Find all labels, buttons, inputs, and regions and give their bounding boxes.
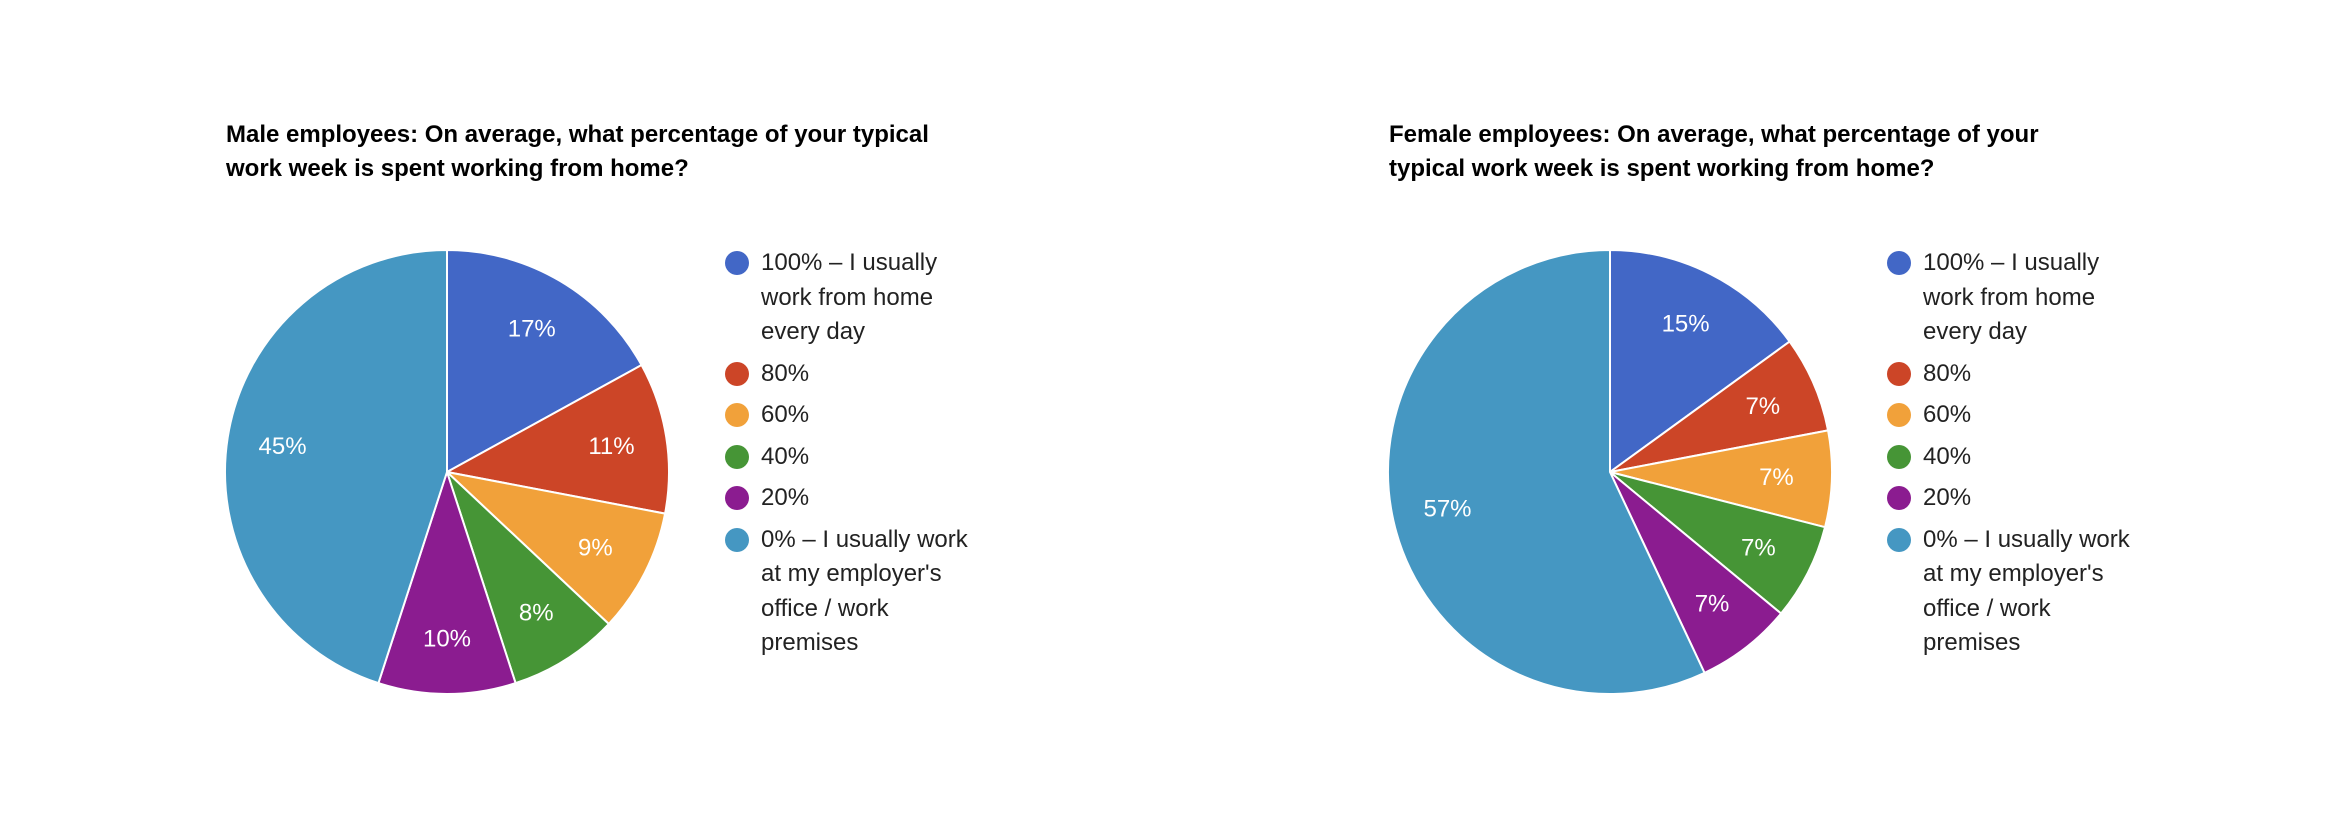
legend-label: 0% – I usually work at my employer's off… — [761, 525, 968, 657]
legend-label: 100% – I usually work from home every da… — [1923, 249, 2100, 345]
legend-swatch-icon — [725, 486, 749, 510]
pie-slice[interactable] — [444, 363, 670, 515]
legend-swatch-icon — [725, 361, 749, 386]
slice-data-label: 10% — [423, 626, 471, 653]
slice-data-label: 57% — [1423, 495, 1471, 522]
slice-data-label: 11% — [588, 433, 634, 460]
legend-label: 80% — [761, 359, 810, 387]
male-pie-chart: Male employees: On average, what percent… — [224, 121, 985, 696]
legend-label: 40% — [1923, 442, 1972, 470]
female-pie-chart: Female employees: On average, what perce… — [1163, 0, 2339, 828]
legend-swatch-icon — [725, 527, 749, 552]
pie-slice[interactable] — [1387, 248, 1706, 695]
legend-label: 60% — [761, 401, 810, 428]
legend-item[interactable]: 100% – I usually work from home every da… — [725, 246, 985, 350]
pie-svg: 17% 11% 9% 8% 10% 45% — [224, 248, 670, 696]
legend: 100% – I usually work from home every da… — [725, 246, 985, 668]
legend-item[interactable]: 40% — [725, 440, 985, 475]
legend-swatch-icon — [725, 251, 749, 275]
legend-item[interactable]: 80% — [1887, 357, 2147, 392]
slice-data-label: 9% — [578, 535, 613, 562]
pie-slice[interactable] — [443, 470, 667, 626]
legend-swatch-icon — [1887, 444, 1911, 469]
slice-data-label: 17% — [508, 316, 556, 343]
pie-slice[interactable] — [224, 248, 448, 685]
pie-slice[interactable] — [377, 468, 517, 696]
slice-data-label: 45% — [259, 433, 307, 460]
slice-data-label: 8% — [519, 600, 554, 627]
legend: 100% – I usually work from home every da… — [1887, 246, 2147, 668]
legend-label: 60% — [1923, 401, 1972, 428]
legend-swatch-icon — [1887, 527, 1911, 552]
chart-title: Male employees: On average, what percent… — [226, 121, 929, 182]
legend-swatch-icon — [1887, 251, 1911, 275]
legend-item[interactable]: 60% — [1887, 398, 2147, 433]
slice-data-label: 7% — [1741, 535, 1776, 562]
legend-item[interactable]: 0% – I usually work at my employer's off… — [1887, 523, 2147, 661]
legend-label: 0% – I usually work at my employer's off… — [1923, 525, 2130, 657]
legend-item[interactable]: 0% – I usually work at my employer's off… — [725, 523, 985, 661]
legend-label: 20% — [1923, 484, 1972, 511]
legend-swatch-icon — [1887, 486, 1911, 510]
pie-slice[interactable] — [1609, 248, 1791, 474]
legend-item[interactable]: 40% — [1887, 440, 2147, 475]
slice-data-label: 7% — [1759, 464, 1794, 491]
legend-item[interactable]: 20% — [725, 481, 985, 516]
legend-swatch-icon — [1887, 361, 1911, 386]
legend-label: 80% — [1923, 359, 1972, 387]
chart-title: Female employees: On average, what perce… — [1389, 121, 2039, 182]
slice-data-label: 7% — [1745, 393, 1780, 420]
legend-item[interactable]: 100% – I usually work from home every da… — [1887, 246, 2147, 350]
pie-slice[interactable] — [446, 471, 611, 685]
legend-item[interactable]: 20% — [1887, 481, 2147, 516]
legend-item[interactable]: 80% — [725, 357, 985, 392]
pie-slice[interactable] — [446, 248, 643, 474]
legend-swatch-icon — [725, 444, 749, 469]
legend-label: 40% — [761, 442, 810, 470]
legend-label: 100% – I usually work from home every da… — [761, 249, 938, 345]
legend-label: 20% — [761, 484, 810, 511]
legend-swatch-icon — [1887, 403, 1911, 427]
slice-data-label: 15% — [1662, 311, 1710, 338]
legend-swatch-icon — [725, 403, 749, 427]
slice-data-label: 7% — [1695, 591, 1730, 618]
legend-item[interactable]: 60% — [725, 398, 985, 433]
pie-svg: 15% 7% 7% 7% 7% 57% — [1387, 248, 1833, 695]
